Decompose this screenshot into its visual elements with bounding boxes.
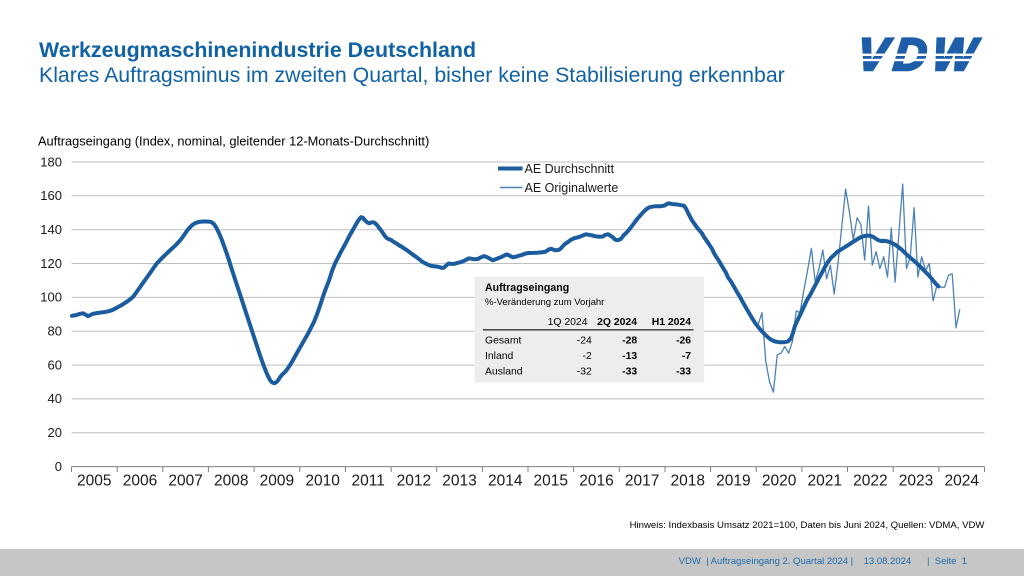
svg-text:-13: -13 bbox=[622, 351, 637, 362]
svg-text:2014: 2014 bbox=[488, 473, 523, 490]
svg-text:2023: 2023 bbox=[899, 473, 933, 490]
svg-text:2018: 2018 bbox=[671, 473, 705, 490]
svg-text:2005: 2005 bbox=[77, 473, 111, 490]
svg-text:60: 60 bbox=[48, 357, 62, 372]
svg-text:140: 140 bbox=[40, 222, 62, 237]
svg-text:2024: 2024 bbox=[944, 473, 979, 490]
svg-text:-33: -33 bbox=[622, 367, 637, 378]
svg-text:2013: 2013 bbox=[442, 473, 476, 490]
svg-text:2021: 2021 bbox=[807, 473, 841, 490]
svg-text:-33: -33 bbox=[676, 367, 691, 378]
svg-text:2007: 2007 bbox=[168, 473, 202, 490]
svg-text:40: 40 bbox=[48, 391, 62, 406]
svg-text:-7: -7 bbox=[682, 351, 691, 362]
svg-text:2019: 2019 bbox=[716, 473, 750, 490]
svg-text:2016: 2016 bbox=[579, 473, 613, 490]
svg-text:AE Durchschnitt: AE Durchschnitt bbox=[525, 162, 615, 176]
svg-text:2Q 2024: 2Q 2024 bbox=[597, 317, 637, 328]
svg-text:1Q 2024: 1Q 2024 bbox=[548, 317, 588, 328]
svg-text:2022: 2022 bbox=[853, 473, 887, 490]
svg-text:Auftragseingang (Index, nomina: Auftragseingang (Index, nominal, gleiten… bbox=[38, 134, 429, 149]
svg-text:Ausland: Ausland bbox=[485, 366, 523, 377]
svg-text:180: 180 bbox=[40, 154, 62, 169]
svg-text:AE Originalwerte: AE Originalwerte bbox=[525, 181, 619, 195]
svg-text:Auftragseingang: Auftragseingang bbox=[485, 282, 569, 294]
svg-text:120: 120 bbox=[40, 256, 62, 271]
svg-text:160: 160 bbox=[40, 188, 62, 203]
svg-text:2011: 2011 bbox=[352, 473, 385, 490]
svg-text:H1 2024: H1 2024 bbox=[652, 317, 692, 328]
svg-text:2015: 2015 bbox=[534, 473, 568, 490]
svg-text:20: 20 bbox=[48, 425, 62, 440]
svg-text:-2: -2 bbox=[583, 351, 592, 362]
svg-text:-24: -24 bbox=[577, 336, 592, 347]
svg-text:Inland: Inland bbox=[485, 351, 514, 362]
svg-text:2006: 2006 bbox=[123, 473, 157, 490]
svg-text:2012: 2012 bbox=[397, 473, 431, 490]
svg-text:2009: 2009 bbox=[260, 473, 294, 490]
svg-text:%-Veränderung zum Vorjahr: %-Veränderung zum Vorjahr bbox=[485, 297, 604, 308]
svg-text:100: 100 bbox=[40, 290, 62, 305]
svg-text:0: 0 bbox=[55, 459, 62, 474]
svg-text:2010: 2010 bbox=[305, 473, 340, 490]
svg-text:2020: 2020 bbox=[762, 473, 797, 490]
svg-text:80: 80 bbox=[48, 324, 62, 339]
svg-text:-26: -26 bbox=[676, 336, 691, 347]
svg-text:Gesamt: Gesamt bbox=[485, 336, 521, 347]
svg-text:-28: -28 bbox=[622, 336, 637, 347]
svg-text:-32: -32 bbox=[577, 367, 592, 378]
svg-text:2017: 2017 bbox=[625, 473, 659, 490]
svg-text:2008: 2008 bbox=[214, 473, 248, 490]
